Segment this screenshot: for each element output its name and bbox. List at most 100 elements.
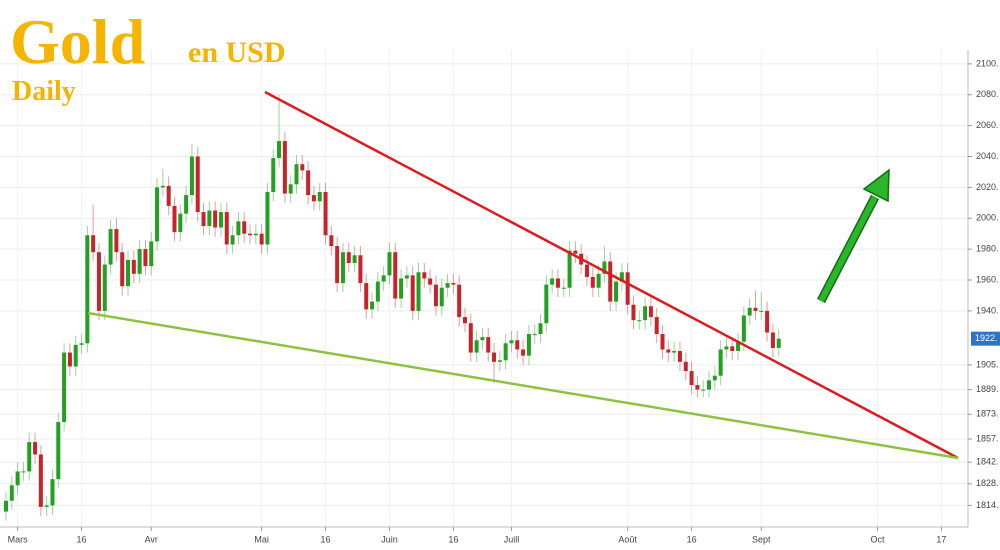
candle-body [323,192,328,236]
candle-body [120,252,125,287]
support-line [87,311,959,460]
candle-body [224,212,229,245]
candle-body [648,306,653,318]
candle-body [433,284,438,307]
candle-body [9,485,14,501]
candle-body [550,278,555,285]
x-tick-label: Mai [254,534,269,544]
candle-body [614,281,619,302]
candle-body [242,221,247,234]
candle-body [172,205,177,233]
candle-body [683,361,688,372]
candle-body [462,317,467,324]
y-tick-label: 1828. [976,478,999,488]
candle-body [73,344,78,367]
candle-body [282,141,287,194]
candle-body [381,275,386,282]
candle-body [96,252,101,311]
x-tick-label: 16 [448,534,458,544]
x-tick-label: Mars [8,534,28,544]
x-tick-label: Sept [752,534,771,544]
candle-body [521,349,526,356]
candle-body [160,185,165,188]
candle-body [643,306,648,321]
candle-body [259,233,264,245]
candle-body [131,259,136,274]
candle-body [15,471,20,486]
candle-body [712,375,717,381]
candle-body [422,272,427,279]
candle-body [724,346,729,350]
arrow-shaft [818,195,878,303]
candle-body [340,252,345,284]
candle-body [248,233,253,236]
y-tick-label: 1889. [976,384,999,394]
candle-body [143,249,148,267]
candle-body [387,252,392,276]
x-tick-label: Juin [381,534,398,544]
y-tick-label: 1814. [976,500,999,510]
candle-body [608,261,613,302]
candle-body [277,141,282,159]
candle-body [44,505,49,507]
candle-body [585,264,589,277]
candle-body [399,278,404,299]
candle-body [271,158,276,193]
candle-body [375,281,380,302]
candle-body [451,283,456,285]
candle-body [619,272,624,282]
candle-body [718,349,723,376]
candle-body [329,235,334,247]
candle-body [300,164,305,171]
candle-body [189,156,194,196]
candle-body [108,229,113,265]
candle-body [445,283,450,288]
candle-body [79,343,84,345]
candle-body [486,337,491,353]
candle-body [701,389,706,391]
candles [4,94,781,521]
candle-body [370,301,375,310]
candle-body [335,246,340,284]
candle-body [503,343,508,361]
candle-body [544,284,549,324]
candle-body [67,352,72,367]
candle-body [590,276,595,288]
y-tick-label: 2060. [976,120,999,130]
resistance-line [264,90,959,460]
candle-body [126,259,131,287]
candle-body [654,317,659,335]
candle-body [428,278,433,285]
candle-body [33,442,38,455]
candle-body [515,340,520,350]
candle-body [480,337,485,341]
candle-body [149,241,154,267]
candle-body [416,272,421,311]
candle-body [102,264,107,311]
candle-body [346,252,351,264]
candle-body [166,185,171,206]
candle-body [573,250,578,254]
candle-body [677,351,682,362]
candle-body [532,334,537,336]
candle-body [178,213,183,233]
candle-body [457,284,462,318]
candle-body [195,156,200,213]
chart-subtitle: en USD [188,36,286,69]
candle-body [404,275,409,279]
candle-body [21,471,26,473]
candle-body [759,310,764,312]
y-tick-label: 1905. [976,359,999,369]
price-label: 1922. [975,333,998,343]
x-tick-label: 16 [321,534,331,544]
y-tick-label: 2080. [976,89,999,99]
candle-body [352,255,357,264]
candle-body [184,195,189,214]
candle-body [91,235,96,253]
candle-body [4,500,8,512]
candle-body [27,442,32,472]
candle-body [492,352,497,362]
candle-body [288,184,293,194]
candle-body [526,334,531,356]
